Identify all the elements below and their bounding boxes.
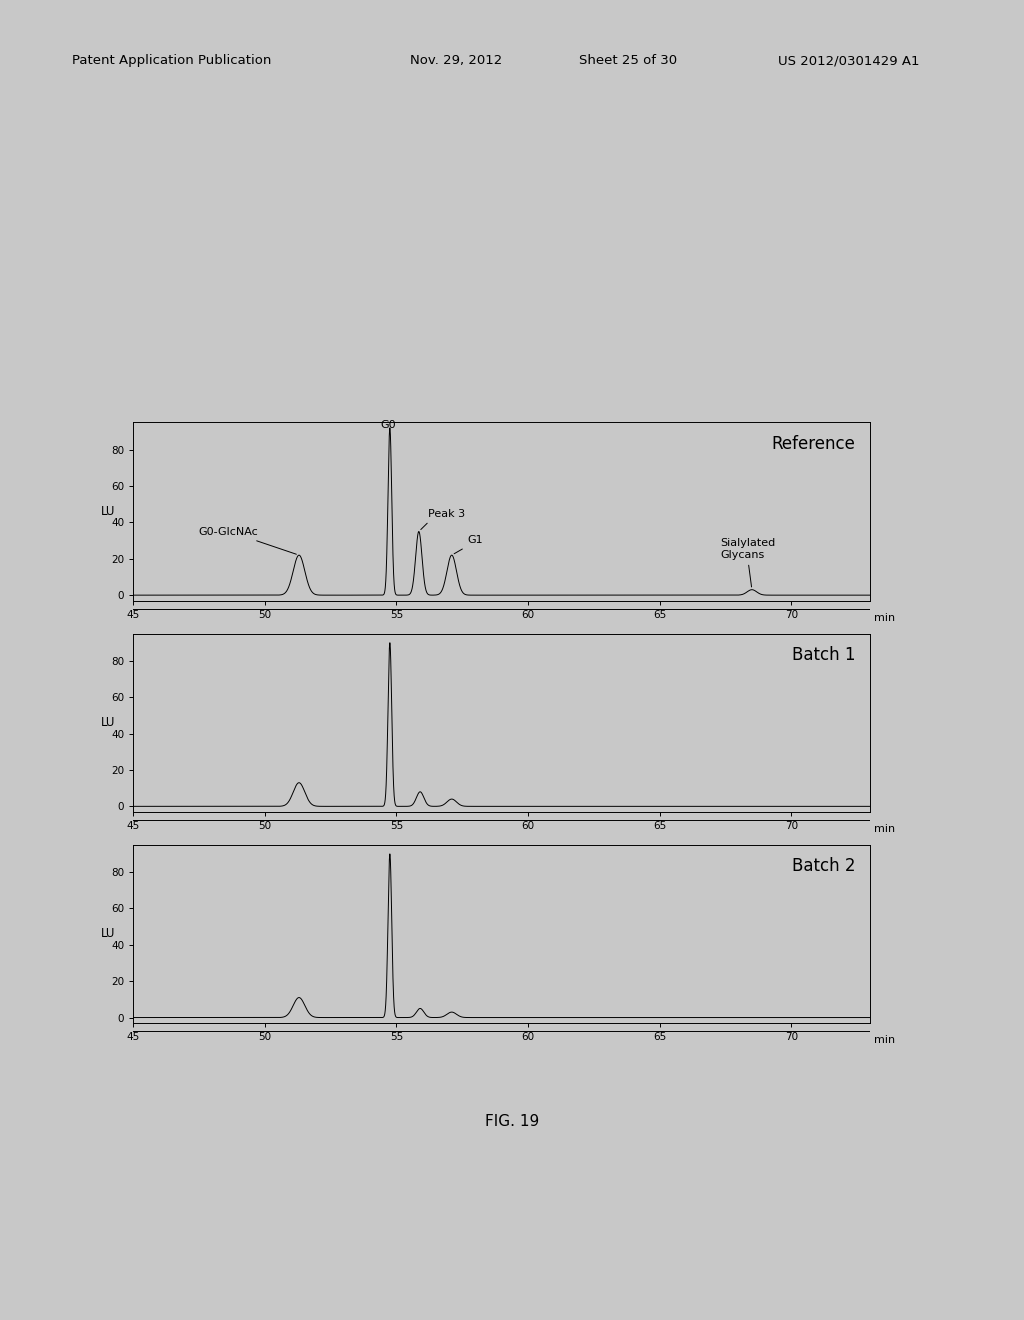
Text: Nov. 29, 2012: Nov. 29, 2012 xyxy=(410,54,502,67)
Y-axis label: LU: LU xyxy=(101,506,116,517)
Text: G0-GlcNAc: G0-GlcNAc xyxy=(198,527,296,554)
Text: Batch 1: Batch 1 xyxy=(793,645,856,664)
Text: Patent Application Publication: Patent Application Publication xyxy=(72,54,271,67)
Text: G0: G0 xyxy=(381,420,396,430)
Text: Sialylated
Glycans: Sialylated Glycans xyxy=(720,539,775,587)
Y-axis label: LU: LU xyxy=(101,717,116,729)
Y-axis label: LU: LU xyxy=(101,928,116,940)
Text: Peak 3: Peak 3 xyxy=(421,508,466,529)
Text: Sheet 25 of 30: Sheet 25 of 30 xyxy=(579,54,677,67)
Text: min: min xyxy=(874,824,895,834)
Text: Reference: Reference xyxy=(772,434,856,453)
Text: US 2012/0301429 A1: US 2012/0301429 A1 xyxy=(778,54,920,67)
Text: min: min xyxy=(874,612,895,623)
Text: FIG. 19: FIG. 19 xyxy=(485,1114,539,1130)
Text: G1: G1 xyxy=(454,535,483,554)
Text: Batch 2: Batch 2 xyxy=(793,857,856,875)
Text: min: min xyxy=(874,1035,895,1045)
